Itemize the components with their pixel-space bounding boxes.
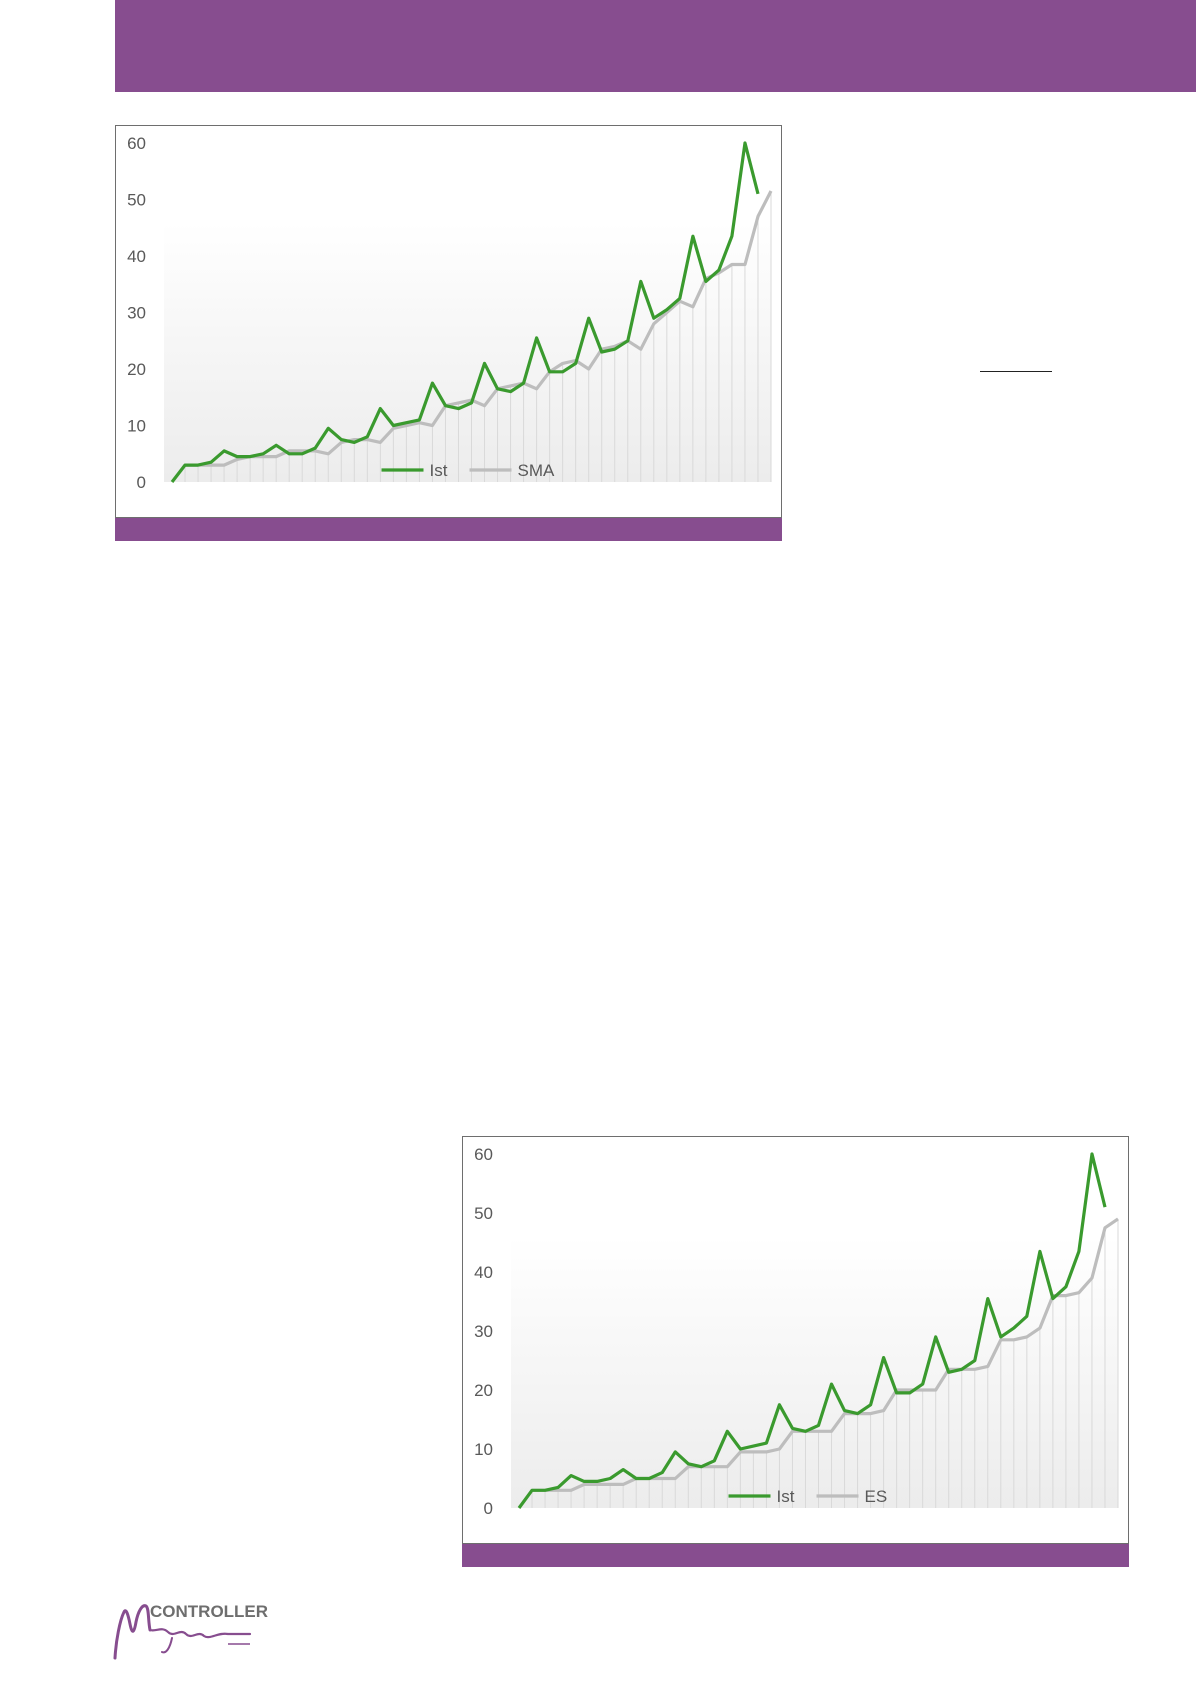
controller-magazin-logo: CONTROLLER bbox=[113, 1602, 268, 1660]
y-tick-label: 30 bbox=[127, 304, 146, 323]
legend-label-ist: Ist bbox=[430, 461, 448, 480]
legend-label-es: ES bbox=[865, 1487, 888, 1506]
series-line-ist bbox=[517, 1152, 1107, 1509]
legend-label-sma: SMA bbox=[518, 461, 556, 480]
chart-caption-bar-2 bbox=[462, 1544, 1129, 1567]
chart-caption-bar-1 bbox=[115, 518, 782, 541]
page-header-bar bbox=[115, 0, 1196, 92]
text-underline-mark bbox=[980, 371, 1052, 372]
y-tick-label: 50 bbox=[474, 1204, 493, 1223]
y-tick-label: 10 bbox=[127, 417, 146, 436]
y-tick-label: 60 bbox=[474, 1145, 493, 1164]
svg-text:CONTROLLER: CONTROLLER bbox=[150, 1602, 268, 1621]
y-tick-label: 40 bbox=[474, 1263, 493, 1282]
y-tick-label: 0 bbox=[137, 473, 146, 492]
chart-svg: 0 10 20 30 40 50 60 Ist SMA bbox=[127, 134, 773, 492]
y-tick-label: 20 bbox=[127, 360, 146, 379]
series-line-sma bbox=[185, 190, 773, 467]
y-tick-label: 20 bbox=[474, 1381, 493, 1400]
legend-label-ist: Ist bbox=[777, 1487, 795, 1506]
chart-ist-vs-es: 0 10 20 30 40 50 60 Ist ES bbox=[462, 1136, 1129, 1544]
series-line-es bbox=[532, 1217, 1119, 1492]
plot-background bbox=[511, 1236, 1118, 1508]
y-tick-label: 30 bbox=[474, 1322, 493, 1341]
y-tick-label: 0 bbox=[484, 1499, 493, 1518]
y-tick-label: 10 bbox=[474, 1440, 493, 1459]
plot-background bbox=[164, 222, 771, 482]
y-tick-label: 50 bbox=[127, 191, 146, 210]
chart-svg: 0 10 20 30 40 50 60 Ist ES bbox=[474, 1145, 1119, 1518]
y-tick-label: 60 bbox=[127, 134, 146, 153]
y-tick-label: 40 bbox=[127, 247, 146, 266]
chart-ist-vs-sma: 0 10 20 30 40 50 60 Ist SMA bbox=[115, 125, 782, 518]
series-line-ist bbox=[170, 141, 760, 483]
